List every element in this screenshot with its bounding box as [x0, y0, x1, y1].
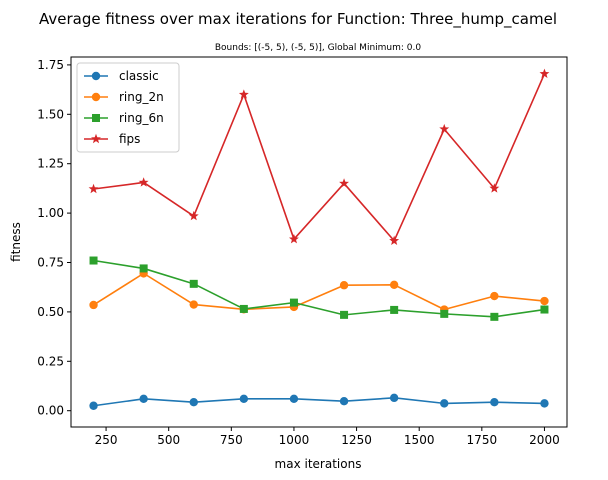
- axis-ticks: 250 500 750 1000 1250 1500 1750 2000 0.00 0.25 0.5…: [37, 58, 559, 447]
- data-point: [540, 399, 549, 408]
- data-point: [390, 305, 399, 314]
- x-axis-label: max iterations: [275, 457, 362, 471]
- data-point: [89, 300, 98, 310]
- chart-title: Average fitness over max iterations for …: [39, 10, 557, 29]
- data-point: [539, 68, 550, 78]
- legend-label: ring_6n: [119, 111, 164, 125]
- x-tick-label: 1750: [467, 433, 498, 447]
- x-tick-label: 500: [157, 433, 180, 447]
- y-tick-label: 1.50: [37, 107, 64, 121]
- data-point: [189, 300, 198, 309]
- data-point: [289, 394, 299, 404]
- data-point: [440, 309, 449, 318]
- data-point: [139, 264, 148, 273]
- series-line: [93, 272, 545, 311]
- data-point: [289, 233, 299, 244]
- data-point: [339, 397, 349, 406]
- data-point: [540, 305, 549, 314]
- x-tick-label: 2000: [529, 433, 560, 447]
- legend-label: fips: [119, 132, 140, 146]
- series-line: [93, 397, 545, 407]
- plot-frame: [70, 56, 568, 428]
- series-line: [93, 259, 545, 318]
- data-point: [389, 393, 399, 403]
- legend-marker: [91, 92, 101, 102]
- legend-marker: [91, 133, 101, 144]
- y-tick-label: 1.00: [37, 206, 64, 220]
- data-point: [339, 178, 349, 188]
- y-tick-label: 0.00: [37, 404, 64, 418]
- legend-marker: [91, 71, 101, 81]
- x-tick-label: 1000: [279, 433, 310, 447]
- data-point: [389, 280, 399, 290]
- y-tick-label: 1.75: [37, 58, 64, 72]
- data-point: [439, 123, 450, 134]
- data-point: [239, 394, 249, 404]
- series-fips: [88, 68, 550, 245]
- data-point: [490, 291, 499, 301]
- data-point: [138, 177, 149, 187]
- series-ring-6n: [89, 256, 549, 321]
- legend-box: [76, 62, 180, 153]
- y-tick-label: 0.75: [37, 256, 64, 270]
- data-point: [189, 398, 198, 407]
- data-point: [339, 281, 349, 290]
- y-tick-label: 1.25: [37, 157, 64, 171]
- chart-subtitle: Bounds: [(-5, 5), (-5, 5)], Global Minim…: [215, 43, 421, 53]
- data-point: [189, 279, 198, 288]
- x-tick-label: 1500: [404, 433, 435, 447]
- legend-label: ring_2n: [119, 90, 164, 104]
- data-point: [139, 394, 148, 404]
- y-tick-label: 0.50: [37, 305, 64, 319]
- y-axis-label: fitness: [9, 222, 23, 262]
- data-point: [238, 89, 249, 99]
- y-tick-label: 0.25: [37, 354, 64, 368]
- data-point: [340, 310, 349, 319]
- data-point: [289, 298, 298, 307]
- series-line: [93, 73, 546, 242]
- x-tick-label: 1250: [341, 433, 372, 447]
- x-tick-label: 250: [95, 433, 118, 447]
- data-point: [89, 256, 98, 265]
- data-point: [188, 210, 199, 221]
- data-point: [540, 296, 549, 306]
- data-point: [389, 235, 400, 245]
- x-tick-label: 750: [220, 433, 243, 447]
- legend-marker: [92, 114, 100, 122]
- data-point: [490, 312, 499, 321]
- series-classic: [89, 393, 549, 410]
- data-point: [89, 401, 98, 410]
- data-point: [490, 398, 499, 407]
- data-point: [489, 183, 500, 193]
- data-point: [440, 399, 449, 408]
- series-layer: [88, 68, 550, 410]
- legend-label: classic: [119, 69, 159, 83]
- data-point: [88, 183, 99, 194]
- data-point: [239, 304, 248, 313]
- series-ring-2n: [89, 269, 549, 314]
